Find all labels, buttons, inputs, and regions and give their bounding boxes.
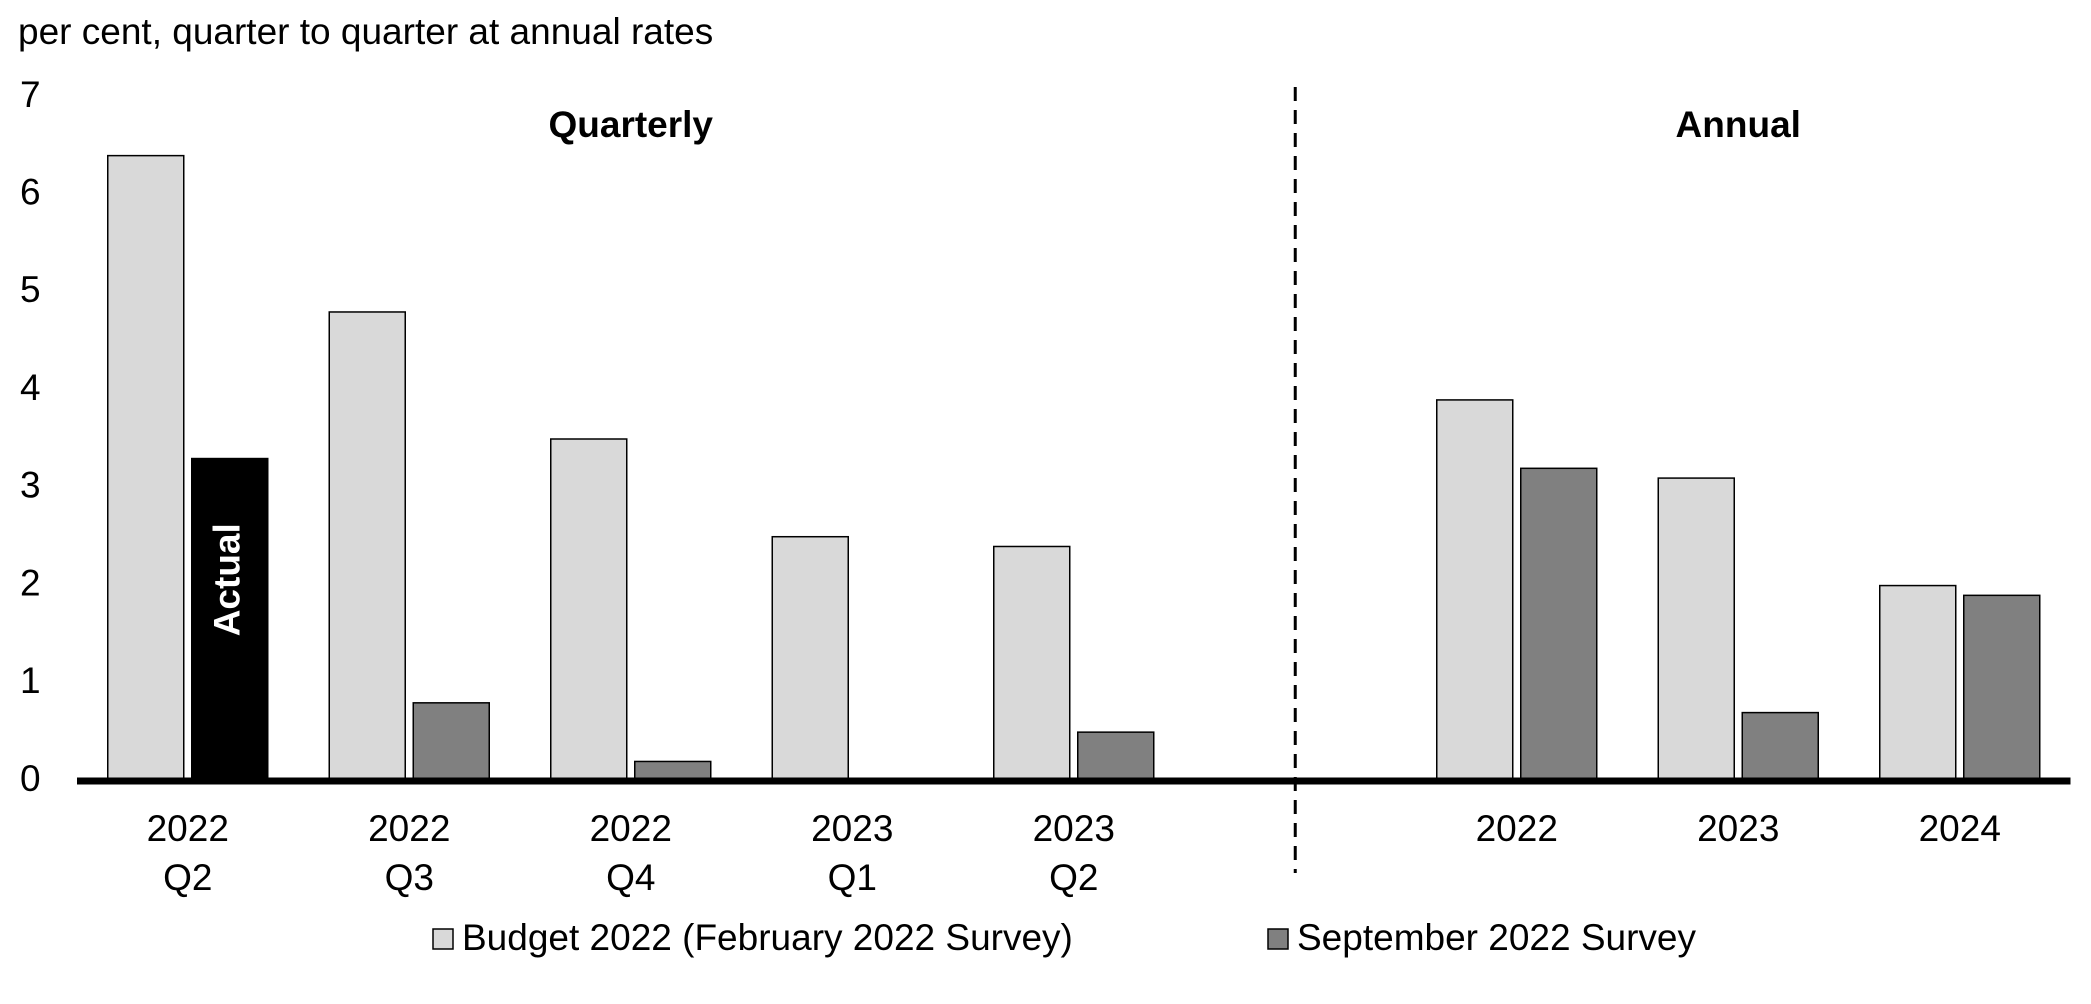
y-tick-label: 4 [20, 367, 41, 408]
bar [1520, 467, 1598, 782]
y-tick-label: 3 [20, 465, 41, 506]
bar [412, 702, 490, 782]
bar [993, 545, 1071, 782]
x-tick-label: 2023 [1033, 808, 1115, 849]
legend-swatch [1267, 928, 1289, 950]
y-tick-label: 7 [20, 74, 41, 115]
legend-label: September 2022 Survey [1297, 917, 1697, 958]
x-tick-label: 2022 [590, 808, 672, 849]
bar [1657, 477, 1735, 782]
x-tick-label: Q4 [606, 857, 655, 898]
y-tick-label: 2 [20, 562, 41, 603]
bar [550, 438, 628, 782]
bar [1436, 399, 1514, 782]
x-tick-label: Q2 [163, 857, 212, 898]
x-tick-label: Q1 [828, 857, 877, 898]
section-label: Quarterly [548, 104, 713, 145]
x-tick-label: Q3 [385, 857, 434, 898]
bar [771, 535, 849, 782]
bar [1741, 711, 1819, 782]
y-tick-label: 1 [20, 660, 41, 701]
y-axis-label: per cent, quarter to quarter at annual r… [18, 11, 713, 52]
legend-swatch [432, 928, 454, 950]
legend-label: Budget 2022 (February 2022 Survey) [462, 917, 1073, 958]
bar [328, 311, 406, 782]
bar [107, 154, 185, 782]
y-tick-label: 5 [20, 269, 41, 310]
bar-annotation: Actual [207, 523, 248, 636]
bar [191, 457, 269, 782]
bar [1963, 594, 2041, 782]
y-tick-label: 6 [20, 171, 41, 212]
x-tick-label: 2024 [1919, 808, 2001, 849]
x-tick-label: Q2 [1049, 857, 1098, 898]
bar [1077, 731, 1155, 782]
x-tick-label: 2022 [1476, 808, 1558, 849]
x-tick-label: 2022 [147, 808, 229, 849]
x-tick-label: 2022 [368, 808, 450, 849]
bar [1879, 584, 1957, 782]
section-label: Annual [1676, 104, 1801, 145]
y-tick-label: 0 [20, 758, 41, 799]
x-tick-label: 2023 [811, 808, 893, 849]
x-tick-label: 2023 [1697, 808, 1779, 849]
